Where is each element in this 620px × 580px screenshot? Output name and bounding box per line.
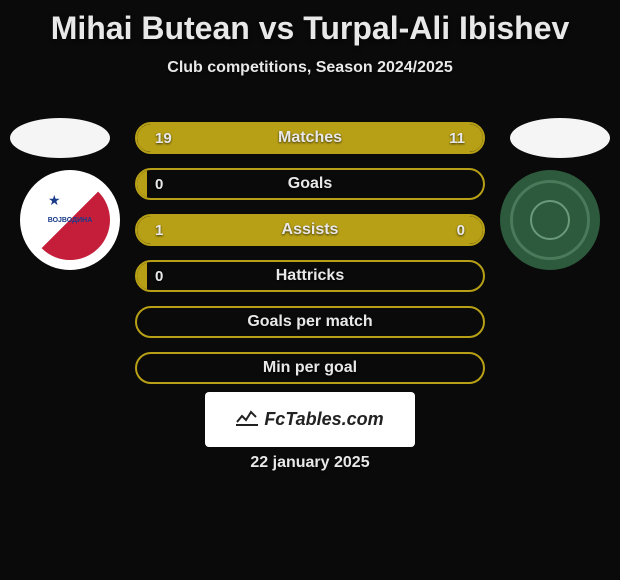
club-logo-right [500, 170, 600, 270]
stat-bar-min-per-goal: Min per goal [135, 352, 485, 384]
stat-label: Min per goal [263, 359, 357, 377]
page-title: Mihai Butean vs Turpal-Ali Ibishev [0, 0, 620, 47]
stat-value-left: 19 [155, 130, 172, 147]
stat-value-right: 11 [449, 130, 465, 147]
stat-bar-goals: 0 Goals [135, 168, 485, 200]
stat-value-right: 0 [457, 222, 465, 239]
watermark-text: FcTables.com [264, 409, 383, 430]
stats-container: 19 Matches 11 0 Goals 1 Assists 0 0 Hatt… [135, 122, 485, 398]
stat-fill-left [137, 170, 147, 198]
stat-fill-right [379, 216, 483, 244]
stat-label: Matches [278, 129, 342, 147]
subtitle: Club competitions, Season 2024/2025 [0, 59, 620, 77]
club-crest-left: ВОЈВОДИНА [30, 180, 110, 260]
stat-bar-goals-per-match: Goals per match [135, 306, 485, 338]
stat-value-left: 0 [155, 268, 163, 285]
stat-bar-assists: 1 Assists 0 [135, 214, 485, 246]
stat-value-left: 1 [155, 222, 163, 239]
chart-icon [236, 408, 258, 431]
player-photo-right [510, 118, 610, 158]
club-crest-right [510, 180, 590, 260]
stat-label: Hattricks [276, 267, 344, 285]
watermark: FcTables.com [205, 392, 415, 447]
club-logo-left: ВОЈВОДИНА [20, 170, 120, 270]
stat-fill-left [137, 262, 147, 290]
stat-value-left: 0 [155, 176, 163, 193]
club-crest-left-text: ВОЈВОДИНА [48, 217, 93, 224]
stat-fill-left [137, 216, 379, 244]
stat-label: Goals per match [247, 313, 372, 331]
player-photo-left [10, 118, 110, 158]
stat-bar-hattricks: 0 Hattricks [135, 260, 485, 292]
stat-label: Goals [288, 175, 332, 193]
stat-label: Assists [282, 221, 339, 239]
stat-bar-matches: 19 Matches 11 [135, 122, 485, 154]
date: 22 january 2025 [0, 454, 620, 472]
club-crest-right-emblem [530, 200, 570, 240]
